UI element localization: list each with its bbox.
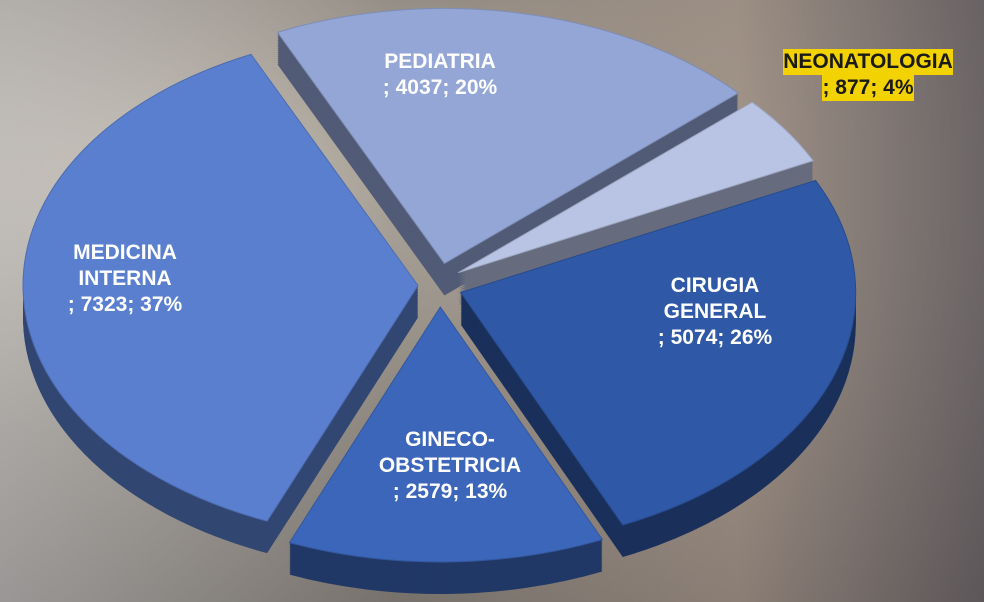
data-label: GINECO-OBSTETRICIA ; 2579; 13% [350,427,550,505]
value-label: ; 5074; 26% [657,326,773,349]
pie-slice [457,101,814,274]
pie-slice [22,53,419,522]
data-label: CIRUGIA GENERAL ; 5074; 26% [615,273,815,351]
data-label: NEONATOLOGIA; 877; 4% [758,49,978,101]
data-label: PEDIATRIA ; 4037; 20% [360,49,520,101]
category-label: CIRUGIA GENERAL [663,274,767,323]
category-label: NEONATOLOGIA [783,49,953,75]
data-label: MEDICINA INTERNA ; 7323; 37% [35,240,215,318]
category-label: GINECO-OBSTETRICIA [378,428,522,477]
category-label: PEDIATRIA [384,50,496,73]
value-label: ; 877; 4% [822,75,914,101]
pie-slice [288,306,604,563]
pie-slice [459,179,857,526]
category-label: MEDICINA INTERNA [73,241,177,290]
pie-slice [276,7,740,265]
value-label: ; 4037; 20% [382,76,498,99]
value-label: ; 7323; 37% [67,293,183,316]
value-label: ; 2579; 13% [392,480,508,503]
